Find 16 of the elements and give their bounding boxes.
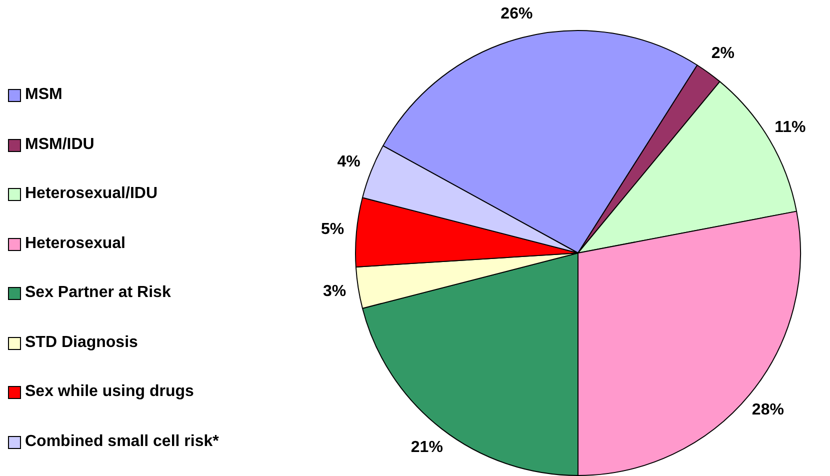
legend-label: STD Diagnosis xyxy=(25,334,138,352)
data-label: 4% xyxy=(337,154,360,171)
data-label: 2% xyxy=(711,44,734,62)
data-label: 26% xyxy=(500,6,533,23)
legend-label: Sex while using drugs xyxy=(25,383,194,401)
legend-label: Heterosexual/IDU xyxy=(25,185,158,203)
data-label: 5% xyxy=(321,221,344,238)
legend-label: Combined small cell risk* xyxy=(25,432,219,450)
data-label: 3% xyxy=(322,282,346,300)
legend-label: Heterosexual xyxy=(25,234,126,252)
legend-label: MSM xyxy=(25,86,62,104)
data-label: 11% xyxy=(774,118,806,136)
data-label: 21% xyxy=(410,439,443,456)
data-label: 28% xyxy=(752,402,784,419)
legend-label: MSM/IDU xyxy=(25,136,94,154)
legend-label: Sex Partner at Risk xyxy=(25,284,171,302)
